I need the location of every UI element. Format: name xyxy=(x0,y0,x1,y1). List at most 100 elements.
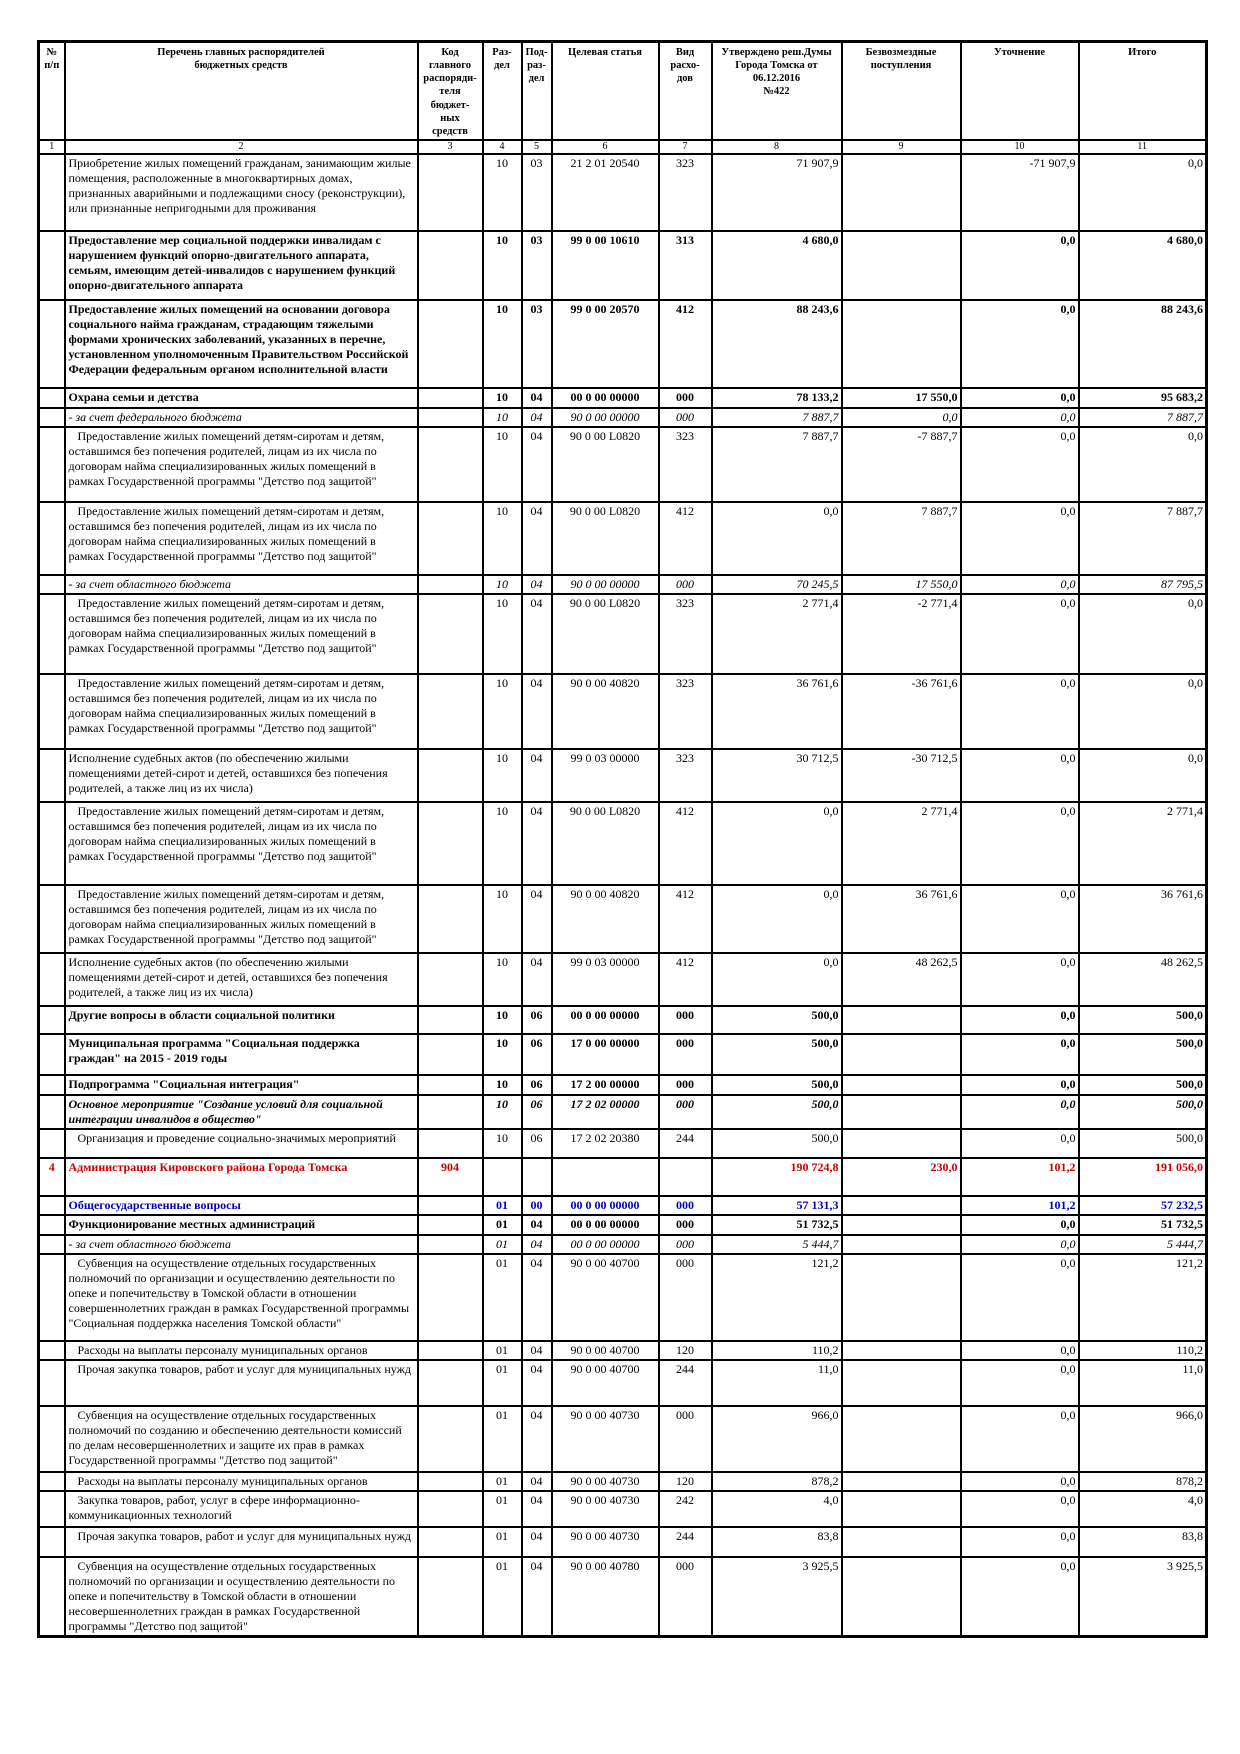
cell-expense-type: 244 xyxy=(657,1358,713,1407)
cell-num xyxy=(37,593,66,676)
cell-code xyxy=(416,298,484,389)
table-row: Исполнение судебных актов (по обеспечени… xyxy=(37,748,1208,804)
cell-name: Расходы на выплаты персоналу муниципальн… xyxy=(63,1339,419,1361)
header-num: № п/п xyxy=(37,40,66,141)
cell-expense-type: 313 xyxy=(657,229,713,301)
cell-razdel: 01 xyxy=(481,1339,523,1361)
cell-approved: 51 732,5 xyxy=(710,1214,843,1236)
cell-adjustment: 0,0 xyxy=(959,1525,1080,1558)
cell-name: Охрана семьи и детства xyxy=(63,386,419,409)
header-row: № п/п Перечень главных распорядителей бю… xyxy=(37,40,1208,141)
header-name: Перечень главных распорядителей бюджетны… xyxy=(63,40,419,141)
table-row: - за счет областного бюджета 10 04 90 0 00 … xyxy=(37,573,1208,596)
cell-razdel xyxy=(481,1157,523,1198)
cell-total: 2 771,4 xyxy=(1077,801,1208,887)
cell-code xyxy=(416,1005,484,1036)
table-row: Прочая закупка товаров, работ и услуг дл… xyxy=(37,1358,1208,1407)
cell-total: 7 887,7 xyxy=(1077,406,1208,428)
cell-razdel: 10 xyxy=(481,748,523,804)
cell-total: 878,2 xyxy=(1077,1470,1208,1492)
cell-code xyxy=(416,1214,484,1236)
index-4: 4 xyxy=(481,138,523,155)
cell-podrazdel: 06 xyxy=(520,1033,553,1077)
table-row: Предоставление жилых помещений детям-сир… xyxy=(37,673,1208,751)
cell-code xyxy=(416,1094,484,1131)
cell-code xyxy=(416,1074,484,1097)
cell-gratuitous xyxy=(840,1470,962,1492)
table-row: Общегосударственные вопросы 01 00 00 0 00 0… xyxy=(37,1195,1208,1217)
cell-adjustment: 0,0 xyxy=(959,1555,1080,1638)
cell-approved: 57 131,3 xyxy=(710,1195,843,1217)
cell-total: 11,0 xyxy=(1077,1358,1208,1407)
table-row: Подпрограмма "Социальная интеграция" 10 06… xyxy=(37,1074,1208,1097)
cell-adjustment: 0,0 xyxy=(959,500,1080,576)
cell-gratuitous: 36 761,6 xyxy=(840,884,962,955)
cell-code xyxy=(416,1358,484,1407)
cell-razdel: 01 xyxy=(481,1252,523,1342)
cell-adjustment: 0,0 xyxy=(959,425,1080,503)
cell-podrazdel: 06 xyxy=(520,1005,553,1036)
cell-adjustment: 0,0 xyxy=(959,1005,1080,1036)
cell-razdel: 01 xyxy=(481,1214,523,1236)
cell-num xyxy=(37,229,66,301)
cell-name: Подпрограмма "Социальная интеграция" xyxy=(63,1074,419,1097)
cell-num xyxy=(37,406,66,428)
cell-podrazdel: 04 xyxy=(520,884,553,955)
cell-name: Муниципальная программа "Социальная подд… xyxy=(63,1033,419,1077)
cell-expense-type: 244 xyxy=(657,1128,713,1160)
cell-name: Прочая закупка товаров, работ и услуг дл… xyxy=(63,1525,419,1558)
cell-approved: 966,0 xyxy=(710,1404,843,1473)
cell-expense-type: 000 xyxy=(657,1094,713,1131)
cell-podrazdel: 04 xyxy=(520,406,553,428)
cell-gratuitous xyxy=(840,298,962,389)
cell-gratuitous: -36 761,6 xyxy=(840,673,962,751)
cell-target-article: 90 0 00 40730 xyxy=(550,1470,660,1492)
cell-num xyxy=(37,1233,66,1255)
budget-table: № п/п Перечень главных распорядителей бю… xyxy=(37,40,1208,1639)
cell-expense-type: 000 xyxy=(657,1214,713,1236)
cell-razdel: 10 xyxy=(481,1094,523,1131)
cell-podrazdel: 04 xyxy=(520,801,553,887)
cell-expense-type: 242 xyxy=(657,1489,713,1528)
cell-adjustment: 0,0 xyxy=(959,406,1080,428)
cell-adjustment: 0,0 xyxy=(959,1252,1080,1342)
cell-name: - за счет областного бюджета xyxy=(63,1233,419,1255)
cell-num xyxy=(37,801,66,887)
cell-razdel: 10 xyxy=(481,152,523,232)
table-row: Предоставление жилых помещений детям-сир… xyxy=(37,500,1208,576)
cell-expense-type: 323 xyxy=(657,748,713,804)
cell-num xyxy=(37,952,66,1008)
cell-expense-type: 000 xyxy=(657,1005,713,1036)
cell-podrazdel: 06 xyxy=(520,1094,553,1131)
cell-total: 7 887,7 xyxy=(1077,500,1208,576)
cell-code xyxy=(416,1128,484,1160)
cell-podrazdel: 04 xyxy=(520,1233,553,1255)
cell-expense-type: 412 xyxy=(657,952,713,1008)
table-row: Субвенция на осуществление отдельных гос… xyxy=(37,1252,1208,1342)
cell-podrazdel: 04 xyxy=(520,386,553,409)
cell-name: Предоставление жилых помещений на основа… xyxy=(63,298,419,389)
table-row: Предоставление жилых помещений детям-сир… xyxy=(37,884,1208,955)
cell-name: Исполнение судебных актов (по обеспечени… xyxy=(63,952,419,1008)
cell-total: 500,0 xyxy=(1077,1094,1208,1131)
cell-total: 500,0 xyxy=(1077,1074,1208,1097)
index-11: 11 xyxy=(1077,138,1208,155)
cell-name: Субвенция на осуществление отдельных гос… xyxy=(63,1404,419,1473)
cell-total: 88 243,6 xyxy=(1077,298,1208,389)
cell-approved: 4 680,0 xyxy=(710,229,843,301)
index-5: 5 xyxy=(520,138,553,155)
cell-code xyxy=(416,406,484,428)
cell-name: Предоставление жилых помещений детям-сир… xyxy=(63,425,419,503)
cell-target-article: 99 0 00 20570 xyxy=(550,298,660,389)
cell-approved: 71 907,9 xyxy=(710,152,843,232)
cell-gratuitous xyxy=(840,1233,962,1255)
cell-adjustment: 0,0 xyxy=(959,593,1080,676)
header-target-article: Целевая статья xyxy=(550,40,660,141)
cell-adjustment: 0,0 xyxy=(959,952,1080,1008)
cell-total: 95 683,2 xyxy=(1077,386,1208,409)
table-row: Закупка товаров, работ, услуг в сфере ин… xyxy=(37,1489,1208,1528)
cell-target-article: 90 0 00 40780 xyxy=(550,1555,660,1638)
cell-expense-type: 000 xyxy=(657,1074,713,1097)
cell-num xyxy=(37,1195,66,1217)
cell-gratuitous xyxy=(840,1094,962,1131)
